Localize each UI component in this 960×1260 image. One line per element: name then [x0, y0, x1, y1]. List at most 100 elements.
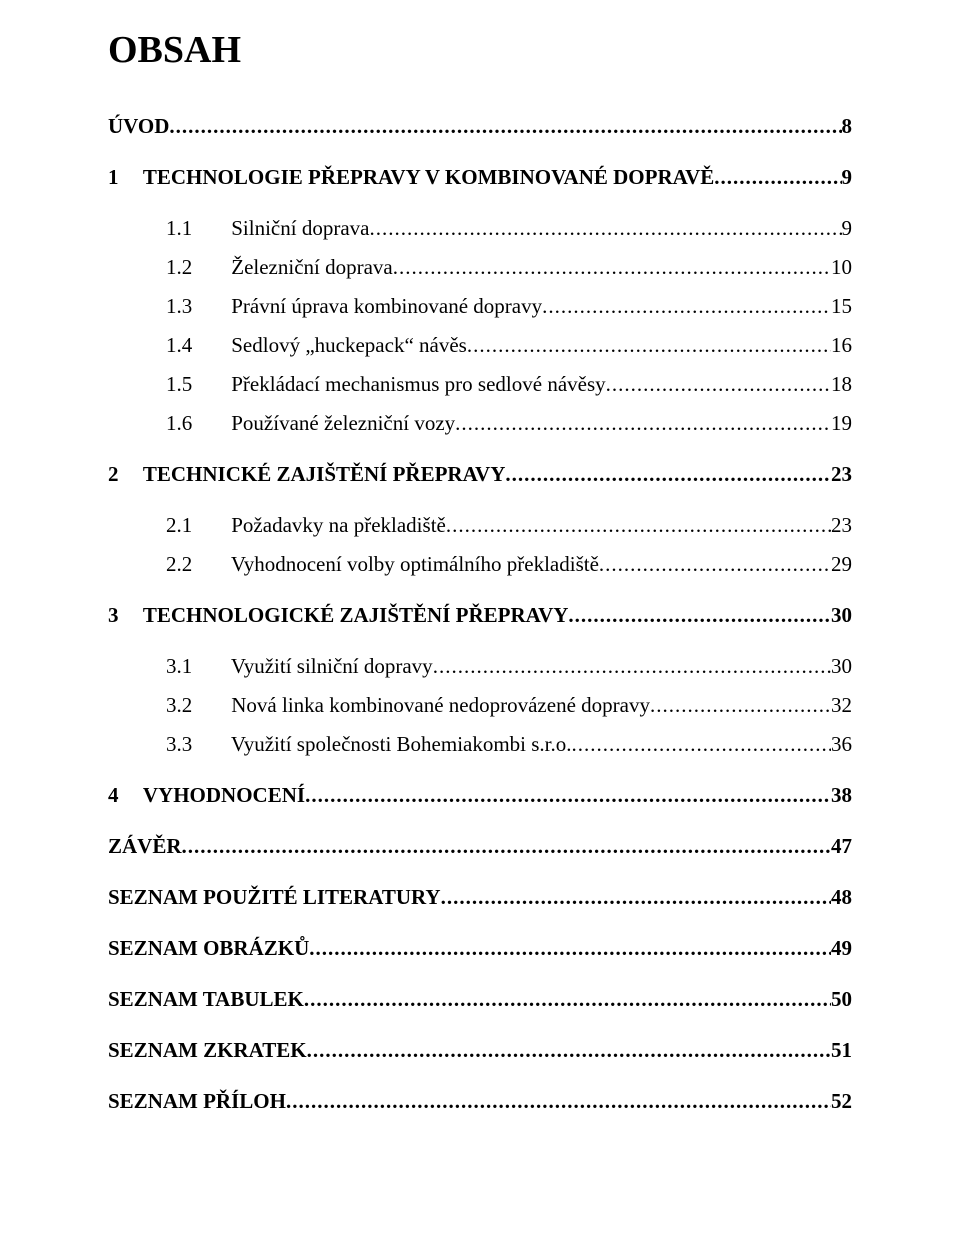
toc-page: 10 — [831, 255, 852, 280]
leader-dots — [169, 114, 841, 139]
toc-num: 1.3 — [166, 294, 226, 319]
toc-text: Překládací mechanismus pro sedlové návěs… — [231, 372, 605, 396]
toc-text: VYHODNOCENÍ — [143, 783, 305, 807]
toc-label: 1.2 Železniční doprava — [108, 255, 393, 280]
toc-page: 9 — [842, 216, 853, 241]
toc-row: 3.1 Využití silniční dopravy 30 — [108, 654, 852, 679]
toc-num: 1.5 — [166, 372, 226, 397]
toc-label: SEZNAM POUŽITÉ LITERATURY — [108, 885, 441, 910]
toc-label: ZÁVĚR — [108, 834, 182, 859]
toc-page: 15 — [831, 294, 852, 319]
toc-label: SEZNAM PŘÍLOH — [108, 1089, 286, 1114]
toc-page: 23 — [831, 462, 852, 487]
toc-page: 16 — [831, 333, 852, 358]
leader-dots — [286, 1089, 831, 1114]
toc-label: ÚVOD — [108, 114, 169, 139]
toc-label: 2 TECHNICKÉ ZAJIŠTĚNÍ PŘEPRAVY — [108, 462, 505, 487]
toc-text: Vyhodnocení volby optimálního překladišt… — [231, 552, 599, 576]
toc-num: 1.1 — [166, 216, 226, 241]
toc-row: 2 TECHNICKÉ ZAJIŠTĚNÍ PŘEPRAVY 23 — [108, 462, 852, 487]
leader-dots — [441, 885, 831, 910]
leader-dots — [467, 333, 831, 358]
toc-row: SEZNAM ZKRATEK 51 — [108, 1038, 852, 1063]
toc-text: TECHNOLOGIE PŘEPRAVY V KOMBINOVANÉ DOPRA… — [143, 165, 714, 189]
toc-row: 1.5 Překládací mechanismus pro sedlové n… — [108, 372, 852, 397]
toc-label: 3.3 Využití společnosti Bohemiakombi s.r… — [108, 732, 572, 757]
toc-label: SEZNAM TABULEK — [108, 987, 304, 1012]
leader-dots — [568, 603, 831, 628]
toc-label: 1.1 Silniční doprava — [108, 216, 369, 241]
toc-label: 1.4 Sedlový „huckepack“ návěs — [108, 333, 467, 358]
toc-label: 3.2 Nová linka kombinované nedoprovázené… — [108, 693, 650, 718]
toc-num: 1.6 — [166, 411, 226, 436]
toc-num: 1.2 — [166, 255, 226, 280]
leader-dots — [599, 552, 831, 577]
toc-num: 3 — [108, 603, 138, 628]
toc-row: ZÁVĚR 47 — [108, 834, 852, 859]
toc-row: 2.1 Požadavky na překladiště 23 — [108, 513, 852, 538]
toc-row: 1.2 Železniční doprava 10 — [108, 255, 852, 280]
toc-text: Právní úprava kombinované dopravy — [231, 294, 542, 318]
toc-num: 1.4 — [166, 333, 226, 358]
toc-page: 38 — [831, 783, 852, 808]
leader-dots — [455, 411, 831, 436]
toc-num: 2.1 — [166, 513, 226, 538]
toc-num: 2.2 — [166, 552, 226, 577]
toc-row: ÚVOD 8 — [108, 114, 852, 139]
leader-dots — [714, 165, 841, 190]
toc-row: SEZNAM PŘÍLOH 52 — [108, 1089, 852, 1114]
toc-num: 3.1 — [166, 654, 226, 679]
toc-page: 18 — [831, 372, 852, 397]
toc-label: 2.2 Vyhodnocení volby optimálního překla… — [108, 552, 599, 577]
toc-text: TECHNICKÉ ZAJIŠTĚNÍ PŘEPRAVY — [143, 462, 506, 486]
toc-num: 4 — [108, 783, 138, 808]
toc-text: Požadavky na překladiště — [231, 513, 446, 537]
page-title: OBSAH — [108, 28, 852, 72]
toc-label: 1.5 Překládací mechanismus pro sedlové n… — [108, 372, 606, 397]
toc-page: 19 — [831, 411, 852, 436]
toc-label: SEZNAM ZKRATEK — [108, 1038, 307, 1063]
toc-page: 50 — [831, 987, 852, 1012]
toc-row: 1 TECHNOLOGIE PŘEPRAVY V KOMBINOVANÉ DOP… — [108, 165, 852, 190]
leader-dots — [505, 462, 831, 487]
toc-text: Používané železniční vozy — [231, 411, 455, 435]
toc-num: 3.2 — [166, 693, 226, 718]
toc-page: 8 — [842, 114, 853, 139]
toc-text: Nová linka kombinované nedoprovázené dop… — [231, 693, 650, 717]
toc-row: SEZNAM OBRÁZKŮ 49 — [108, 936, 852, 961]
toc-text: Sedlový „huckepack“ návěs — [231, 333, 467, 357]
toc-page: 23 — [831, 513, 852, 538]
toc-row: 3.2 Nová linka kombinované nedoprovázené… — [108, 693, 852, 718]
toc-label: 1.6 Používané železniční vozy — [108, 411, 455, 436]
toc-row: SEZNAM TABULEK 50 — [108, 987, 852, 1012]
toc-row: 1.1 Silniční doprava 9 — [108, 216, 852, 241]
toc-text: Silniční doprava — [231, 216, 369, 240]
toc-label: 4 VYHODNOCENÍ — [108, 783, 305, 808]
toc-num: 3.3 — [166, 732, 226, 757]
toc-num: 2 — [108, 462, 138, 487]
toc-num: 1 — [108, 165, 138, 190]
toc-text: Železniční doprava — [231, 255, 393, 279]
toc-row: 2.2 Vyhodnocení volby optimálního překla… — [108, 552, 852, 577]
leader-dots — [542, 294, 831, 319]
toc-row: SEZNAM POUŽITÉ LITERATURY 48 — [108, 885, 852, 910]
leader-dots — [307, 1038, 831, 1063]
toc-page: 30 — [831, 654, 852, 679]
toc-label: 1.3 Právní úprava kombinované dopravy — [108, 294, 542, 319]
toc-page: 32 — [831, 693, 852, 718]
toc-page: 51 — [831, 1038, 852, 1063]
toc-page: 36 — [831, 732, 852, 757]
toc-page: 48 — [831, 885, 852, 910]
leader-dots — [433, 654, 831, 679]
leader-dots — [305, 783, 831, 808]
toc-page: 47 — [831, 834, 852, 859]
toc-page: 29 — [831, 552, 852, 577]
toc-page: 49 — [831, 936, 852, 961]
toc-row: 1.3 Právní úprava kombinované dopravy 15 — [108, 294, 852, 319]
toc-page: 30 — [831, 603, 852, 628]
toc-row: 3 TECHNOLOGICKÉ ZAJIŠTĚNÍ PŘEPRAVY 30 — [108, 603, 852, 628]
leader-dots — [309, 936, 831, 961]
toc-text: TECHNOLOGICKÉ ZAJIŠTĚNÍ PŘEPRAVY — [143, 603, 569, 627]
toc-row: 1.6 Používané železniční vozy 19 — [108, 411, 852, 436]
toc-row: 4 VYHODNOCENÍ 38 — [108, 783, 852, 808]
